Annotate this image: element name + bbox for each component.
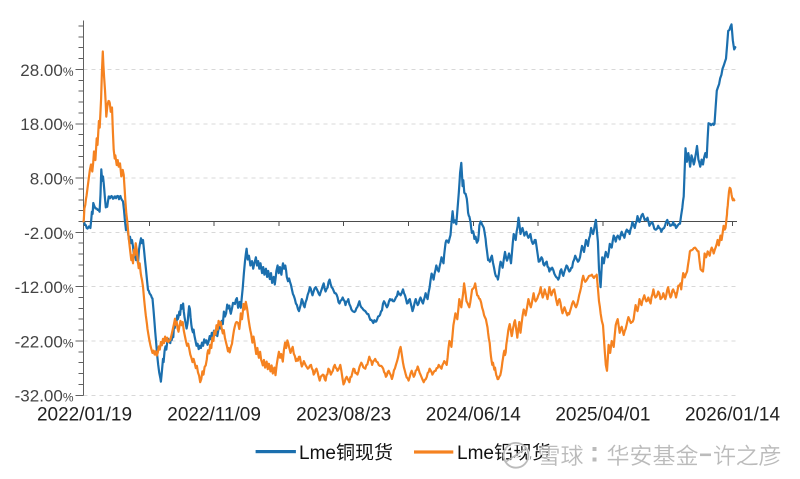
svg-text:2022/11/09: 2022/11/09 — [167, 405, 261, 426]
svg-text:Lme: Lme — [457, 443, 494, 464]
svg-text:2025/04/01: 2025/04/01 — [555, 405, 650, 426]
svg-text:28.00%: 28.00% — [20, 61, 74, 80]
svg-text:18.00%: 18.00% — [20, 115, 74, 134]
svg-text:2023/08/23: 2023/08/23 — [296, 405, 391, 426]
svg-text:-2.00%: -2.00% — [24, 224, 74, 243]
svg-text:-12.00%: -12.00% — [15, 278, 74, 297]
svg-text:Lme: Lme — [299, 443, 336, 464]
svg-text:8.00%: 8.00% — [30, 170, 74, 189]
svg-text:2026/01/14: 2026/01/14 — [685, 405, 781, 426]
svg-text:2022/01/19: 2022/01/19 — [37, 405, 132, 426]
svg-text:2024/06/14: 2024/06/14 — [426, 405, 522, 426]
svg-text:-32.00%: -32.00% — [15, 387, 74, 406]
svg-text:-22.00%: -22.00% — [15, 332, 74, 351]
